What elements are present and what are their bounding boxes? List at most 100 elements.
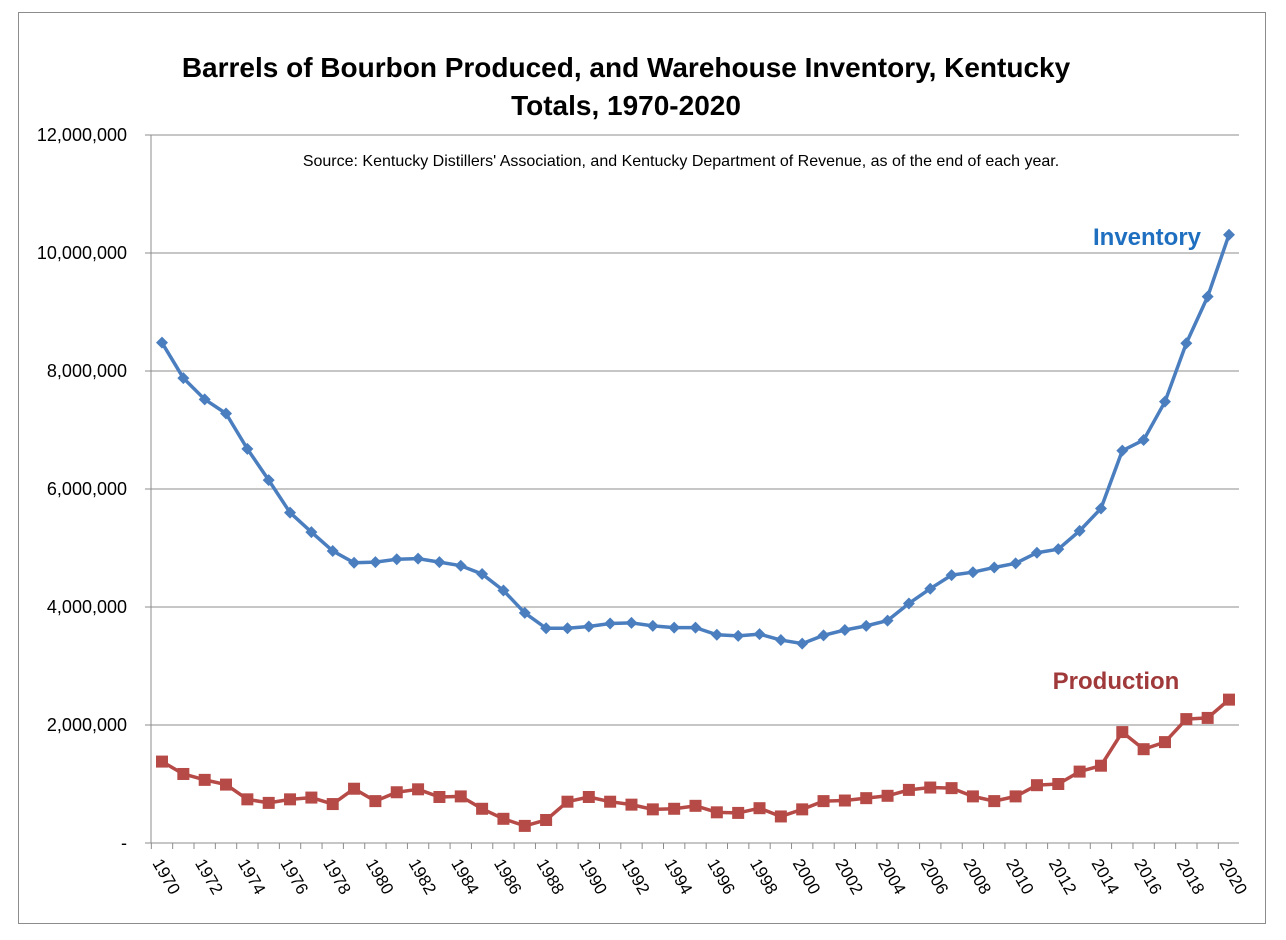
series-layer xyxy=(156,228,1235,832)
x-tick-label-1982: 1982 xyxy=(405,856,440,898)
x-tick-label-1980: 1980 xyxy=(362,856,397,898)
x-tick-label-1974: 1974 xyxy=(234,856,269,898)
x-tick-label-2020: 2020 xyxy=(1216,856,1251,898)
inventory-point-1997 xyxy=(732,629,745,642)
production-point-1987 xyxy=(518,819,531,832)
inventory-point-2000 xyxy=(796,637,809,650)
inventory-point-1980 xyxy=(369,556,382,569)
production-point-1996 xyxy=(710,806,723,819)
inventory-point-1971 xyxy=(177,372,190,385)
production-point-2007 xyxy=(945,782,958,795)
inventory-point-2020 xyxy=(1223,228,1235,241)
inventory-point-2014 xyxy=(1094,502,1107,515)
x-tick-label-2012: 2012 xyxy=(1045,856,1080,898)
production-point-2011 xyxy=(1030,779,1043,792)
production-point-1998 xyxy=(753,802,766,815)
production-point-2014 xyxy=(1094,759,1107,772)
production-point-2006 xyxy=(924,781,937,794)
production-point-1988 xyxy=(540,813,553,826)
x-tick-label-1984: 1984 xyxy=(447,856,482,898)
gridlines xyxy=(151,134,1239,726)
inventory-point-1994 xyxy=(668,621,681,634)
chart-frame: Barrels of Bourbon Produced, and Warehou… xyxy=(18,12,1266,924)
y-tick-label-12000000: 12,000,000 xyxy=(37,125,127,145)
x-tick-label-2000: 2000 xyxy=(789,856,824,898)
chart-title-line-2: Totals, 1970-2020 xyxy=(511,90,741,121)
production-point-2009 xyxy=(988,795,1001,808)
inventory-point-1996 xyxy=(710,628,723,641)
x-tick-label-1990: 1990 xyxy=(575,856,610,898)
x-tick-label-1978: 1978 xyxy=(319,856,354,898)
production-point-2000 xyxy=(796,803,809,816)
production-point-2002 xyxy=(838,794,851,807)
inventory-point-1990 xyxy=(582,620,595,633)
production-point-2016 xyxy=(1137,743,1150,756)
x-tick-label-1986: 1986 xyxy=(490,856,525,898)
x-tick-label-2018: 2018 xyxy=(1173,856,1208,898)
inventory-point-2004 xyxy=(881,614,894,627)
production-point-1991 xyxy=(604,795,617,808)
inventory-point-1981 xyxy=(390,553,403,566)
production-point-1986 xyxy=(497,812,510,825)
production-point-1994 xyxy=(668,802,681,815)
production-point-1984 xyxy=(454,790,467,803)
inventory-point-1995 xyxy=(689,621,702,634)
inventory-point-1985 xyxy=(476,567,489,580)
y-tick-label-2000000: 2,000,000 xyxy=(47,715,127,735)
inventory-point-1992 xyxy=(625,616,638,629)
inventory-point-1982 xyxy=(412,552,425,565)
inventory-point-1993 xyxy=(646,619,659,632)
inventory-point-1983 xyxy=(433,556,446,569)
chart-canvas: Barrels of Bourbon Produced, and Warehou… xyxy=(37,52,1251,898)
inventory-point-2015 xyxy=(1116,444,1129,457)
production-point-1972 xyxy=(198,773,211,786)
production-point-1999 xyxy=(774,810,787,823)
y-tick-label-8000000: 8,000,000 xyxy=(47,361,127,381)
y-tick-label-4000000: 4,000,000 xyxy=(47,597,127,617)
x-tick-label-2004: 2004 xyxy=(874,856,909,898)
inventory-point-1984 xyxy=(454,559,467,572)
production-point-2018 xyxy=(1180,713,1193,726)
inventory-point-1978 xyxy=(326,544,339,557)
production-point-1979 xyxy=(348,782,361,795)
x-tick-label-1976: 1976 xyxy=(277,856,312,898)
x-tick-label-2002: 2002 xyxy=(831,856,866,898)
production-point-1989 xyxy=(561,795,574,808)
inventory-point-1991 xyxy=(604,617,617,630)
x-tick-label-2014: 2014 xyxy=(1087,856,1122,898)
x-tick-label-1998: 1998 xyxy=(746,856,781,898)
inventory-point-2013 xyxy=(1073,524,1086,537)
inventory-point-2010 xyxy=(1009,557,1022,570)
y-tick-label-0: - xyxy=(121,833,127,853)
production-point-1973 xyxy=(220,778,233,791)
production-point-2013 xyxy=(1073,765,1086,778)
inventory-point-1970 xyxy=(156,336,168,349)
x-tick-label-2008: 2008 xyxy=(959,856,994,898)
inventory-point-2006 xyxy=(924,582,937,595)
production-point-1983 xyxy=(433,790,446,803)
inventory-point-2007 xyxy=(945,569,958,582)
inventory-point-1986 xyxy=(497,584,510,597)
production-point-2003 xyxy=(860,792,873,805)
production-point-1982 xyxy=(412,783,425,796)
production-point-1985 xyxy=(476,802,489,815)
production-point-1990 xyxy=(582,790,595,803)
production-point-1980 xyxy=(369,795,382,808)
production-point-2017 xyxy=(1158,736,1171,749)
inventory-point-1987 xyxy=(518,606,531,619)
inventory-point-1972 xyxy=(198,393,211,406)
production-point-1978 xyxy=(326,798,339,811)
x-tick-label-1988: 1988 xyxy=(533,856,568,898)
production-point-2019 xyxy=(1201,711,1214,724)
source-note: Source: Kentucky Distillers' Association… xyxy=(303,153,1059,170)
inventory-point-2012 xyxy=(1052,543,1065,556)
inventory-point-1998 xyxy=(753,628,766,641)
inventory-point-1999 xyxy=(774,634,787,647)
inventory-point-2018 xyxy=(1180,337,1193,350)
production-point-1976 xyxy=(284,793,297,806)
inventory-point-1979 xyxy=(348,556,361,569)
y-tick-label-10000000: 10,000,000 xyxy=(37,243,127,263)
production-point-2004 xyxy=(881,789,894,802)
production-point-2005 xyxy=(902,783,915,796)
inventory-point-2005 xyxy=(902,597,915,610)
